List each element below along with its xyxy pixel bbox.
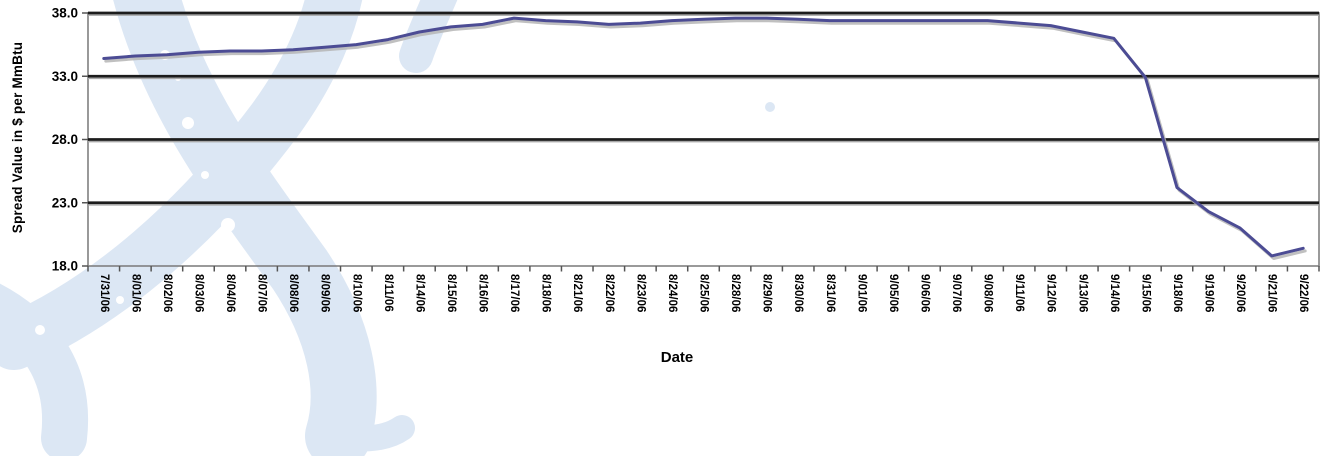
x-axis-label: 8/15/06 bbox=[445, 274, 457, 312]
x-axis-label: 8/16/06 bbox=[477, 274, 489, 312]
y-axis-label: 33.0 bbox=[52, 69, 78, 84]
x-axis-label: 9/14/06 bbox=[1108, 274, 1120, 312]
x-axis-label: 9/13/06 bbox=[1076, 274, 1088, 312]
series-line-shadow bbox=[104, 19, 1307, 260]
x-axis-label: 8/28/06 bbox=[729, 274, 741, 312]
x-axis-label: 8/18/06 bbox=[540, 274, 552, 312]
x-axis-label: 8/22/06 bbox=[603, 274, 615, 312]
x-axis-label: 9/21/06 bbox=[1266, 274, 1278, 312]
x-axis-title: Date bbox=[660, 349, 694, 366]
x-axis-label: 9/22/06 bbox=[1297, 274, 1309, 312]
watermark-band-up bbox=[0, 0, 363, 370]
x-axis-label: 9/07/06 bbox=[950, 274, 962, 312]
watermark-foot bbox=[317, 415, 415, 452]
x-axis-label: 8/31/06 bbox=[824, 274, 836, 312]
x-axis-label: 8/10/06 bbox=[350, 274, 362, 312]
watermark-dot bbox=[765, 102, 775, 112]
x-axis-label: 8/11/06 bbox=[382, 274, 394, 312]
x-axis-label: 9/15/06 bbox=[1139, 274, 1151, 312]
y-axis-label: 38.0 bbox=[52, 6, 78, 21]
x-axis-label: 8/04/06 bbox=[224, 274, 236, 312]
x-axis-label: 9/12/06 bbox=[1045, 274, 1057, 312]
x-axis-label: 9/20/06 bbox=[1234, 274, 1246, 312]
y-axis-label: 23.0 bbox=[52, 195, 78, 210]
x-axis-label: 7/31/06 bbox=[98, 274, 110, 312]
x-axis-label: 9/05/06 bbox=[887, 274, 899, 312]
x-axis-label: 9/08/06 bbox=[982, 274, 994, 312]
x-axis-label: 8/02/06 bbox=[161, 274, 173, 312]
x-axis-label: 8/09/06 bbox=[319, 274, 331, 312]
x-axis-label: 8/29/06 bbox=[761, 274, 773, 312]
x-axis-label: 8/03/06 bbox=[192, 274, 204, 312]
y-axis-label: 28.0 bbox=[52, 132, 78, 147]
x-axis-label: 8/25/06 bbox=[698, 274, 710, 312]
x-axis-label: 9/11/06 bbox=[1013, 274, 1025, 312]
y-axis-title: Spread Value in $ per MmBtu bbox=[10, 41, 25, 234]
x-axis-label: 9/18/06 bbox=[1171, 274, 1183, 312]
x-axis-label: 8/23/06 bbox=[634, 274, 646, 312]
x-axis-label: 8/24/06 bbox=[666, 274, 678, 312]
x-axis-label: 9/19/06 bbox=[1203, 274, 1215, 312]
x-axis-label: 8/14/06 bbox=[413, 274, 425, 312]
x-axis-label: 8/17/06 bbox=[508, 274, 520, 312]
x-axis-label: 8/21/06 bbox=[571, 274, 583, 312]
x-axis-label: 8/07/06 bbox=[256, 274, 268, 312]
x-axis-label: 9/01/06 bbox=[855, 274, 867, 312]
x-axis-label: 9/06/06 bbox=[918, 274, 930, 312]
x-axis-label: 8/01/06 bbox=[129, 274, 141, 312]
watermark-top-arm bbox=[399, 0, 458, 73]
watermark-arc bbox=[0, 283, 89, 456]
y-axis-label: 18.0 bbox=[52, 259, 78, 274]
watermark-band-down bbox=[113, 0, 377, 456]
x-axis-label: 8/08/06 bbox=[287, 274, 299, 312]
watermark-speckles bbox=[35, 50, 305, 370]
series-line-spread-value bbox=[102, 16, 1305, 258]
x-axis-label: 8/30/06 bbox=[792, 274, 804, 312]
